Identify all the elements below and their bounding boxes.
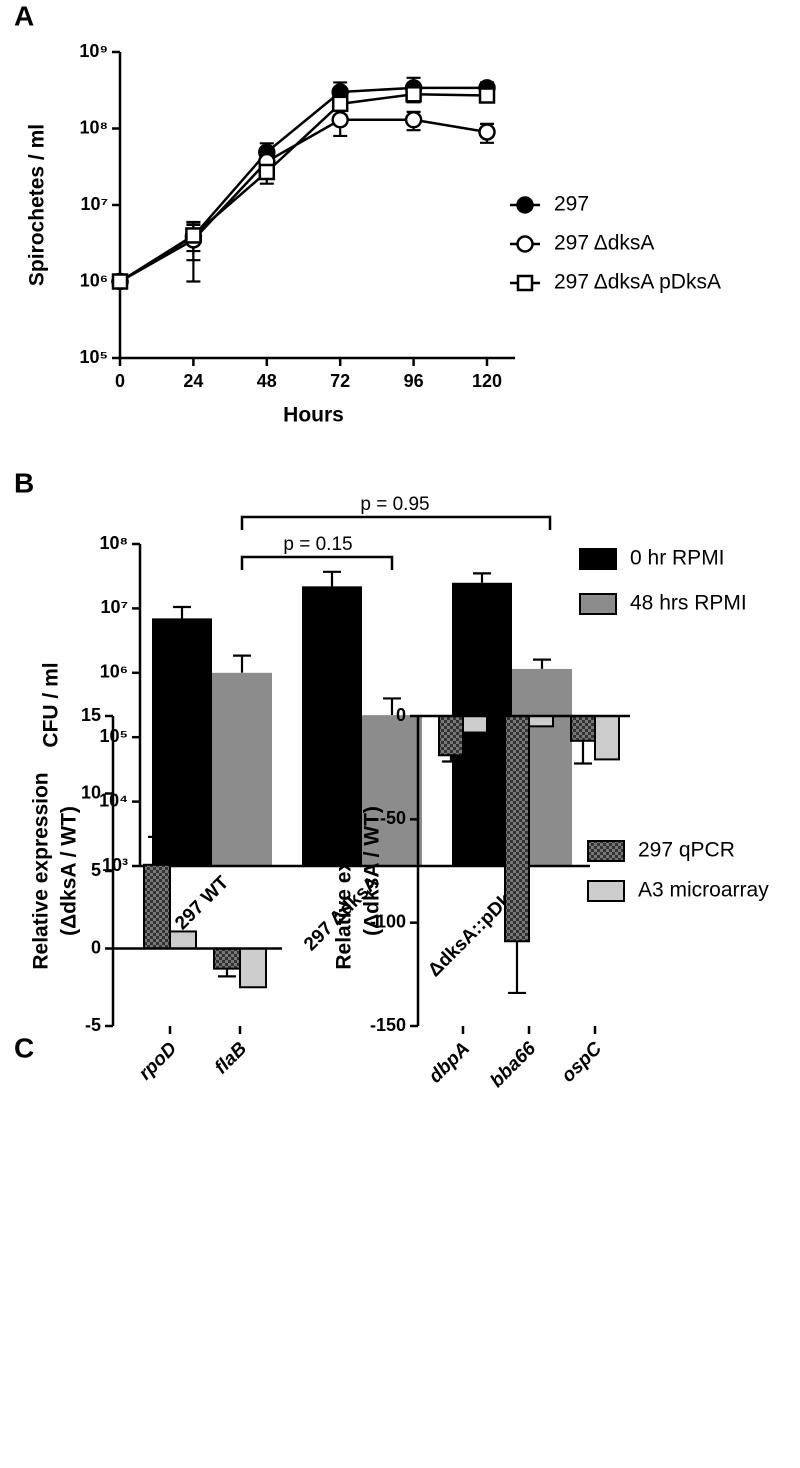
y-tick-label: 10⁸ [99,533,128,553]
y-tick-label: 10⁹ [79,41,108,61]
y-tick-label: 10⁸ [79,117,108,137]
annotation: p = 0.15 [283,534,352,555]
y-axis-title: (ΔdksA / WT) [58,806,81,936]
y-tick-label: -5 [85,1015,101,1035]
marker [185,227,202,244]
y-tick-label: 0 [396,705,406,725]
y-tick-label: 10⁷ [101,597,128,617]
y-axis-title: Spirochetes / ml [26,124,49,286]
bar [213,947,241,970]
error-bar [218,968,236,978]
marker [405,86,422,103]
bar [143,863,171,950]
legend-label: 297 qPCR [638,839,735,862]
marker [111,273,129,290]
y-tick-label: 10⁶ [100,662,128,682]
marker [404,111,423,129]
annotation: p = 0.95 [360,494,429,515]
x-tick-label: 24 [183,371,203,391]
marker [516,235,534,253]
error-bar [233,654,251,673]
y-tick-label: -150 [370,1015,406,1035]
x-tick-label: 96 [404,371,424,391]
marker [258,163,276,181]
legend-swatch [587,840,625,862]
marker [478,87,496,104]
bar [438,715,464,757]
error-bar [533,658,551,669]
panel-letter: A [14,0,34,31]
error-bar [574,740,592,765]
legend-label: 297 ΔdksA pDksA [554,271,721,294]
panel-letter: B [14,467,34,498]
y-axis-title: Relative expression [30,772,53,969]
bar [504,715,530,943]
bar [362,715,422,866]
legend-swatch [579,593,617,615]
bar [462,715,488,734]
bar [570,715,596,742]
y-tick-label: 0 [91,937,101,957]
error-bar [173,605,191,619]
x-tick-label: 72 [330,371,350,391]
legend-label: A3 microarray [638,879,769,902]
bar [152,618,212,866]
x-tick-label: bba66 [486,1038,540,1092]
y-tick-label: -50 [380,808,406,828]
x-tick-label: 0 [115,371,125,391]
bar [528,715,554,728]
bar [302,586,362,866]
x-tick-label: ospC [558,1038,607,1087]
y-tick-label: 10⁷ [81,194,108,214]
y-tick-label: 10⁶ [80,270,108,290]
bar [212,672,272,866]
series-line [119,118,488,283]
y-tick-label: 15 [81,705,101,725]
x-axis-title: Hours [283,404,344,427]
error-bar [148,835,166,865]
legend-label: 297 ΔdksA [554,232,654,255]
legend-label: 0 hr RPMI [630,547,725,570]
y-axis-title: (ΔdksA / WT) [361,806,384,936]
bar [594,715,620,761]
y-tick-label: 10⁵ [80,347,108,367]
x-tick-label: 120 [472,371,502,391]
y-axis-title: CFU / ml [40,662,63,747]
x-tick-label: flaB [211,1038,251,1078]
marker [478,123,496,141]
legend-swatch [579,548,617,570]
legend-label: 297 [554,193,589,216]
legend-swatch [587,880,625,902]
bracket [240,515,552,530]
x-tick-label: dbpA [425,1038,474,1087]
error-bar [442,755,460,763]
bar [239,947,267,989]
bar [169,930,197,950]
marker [331,111,349,129]
marker [516,274,534,292]
bracket [240,555,394,570]
panel-letter: C [14,1032,34,1063]
error-bar [323,570,341,587]
series-line [119,93,488,283]
marker [331,95,349,113]
y-tick-label: -100 [370,911,406,931]
y-axis-title: Relative expression [333,772,356,969]
error-bar [383,697,401,716]
x-tick-label: 297 WT [171,872,233,934]
error-bar [473,572,491,583]
marker [516,196,534,214]
legend-label: 48 hrs RPMI [630,592,747,615]
x-tick-label: rpoD [135,1038,181,1084]
series-line [119,86,487,283]
error-bar [508,941,526,995]
y-tick-label: 10 [81,782,101,802]
y-tick-label: 5 [91,860,101,880]
x-tick-label: 48 [257,371,277,391]
